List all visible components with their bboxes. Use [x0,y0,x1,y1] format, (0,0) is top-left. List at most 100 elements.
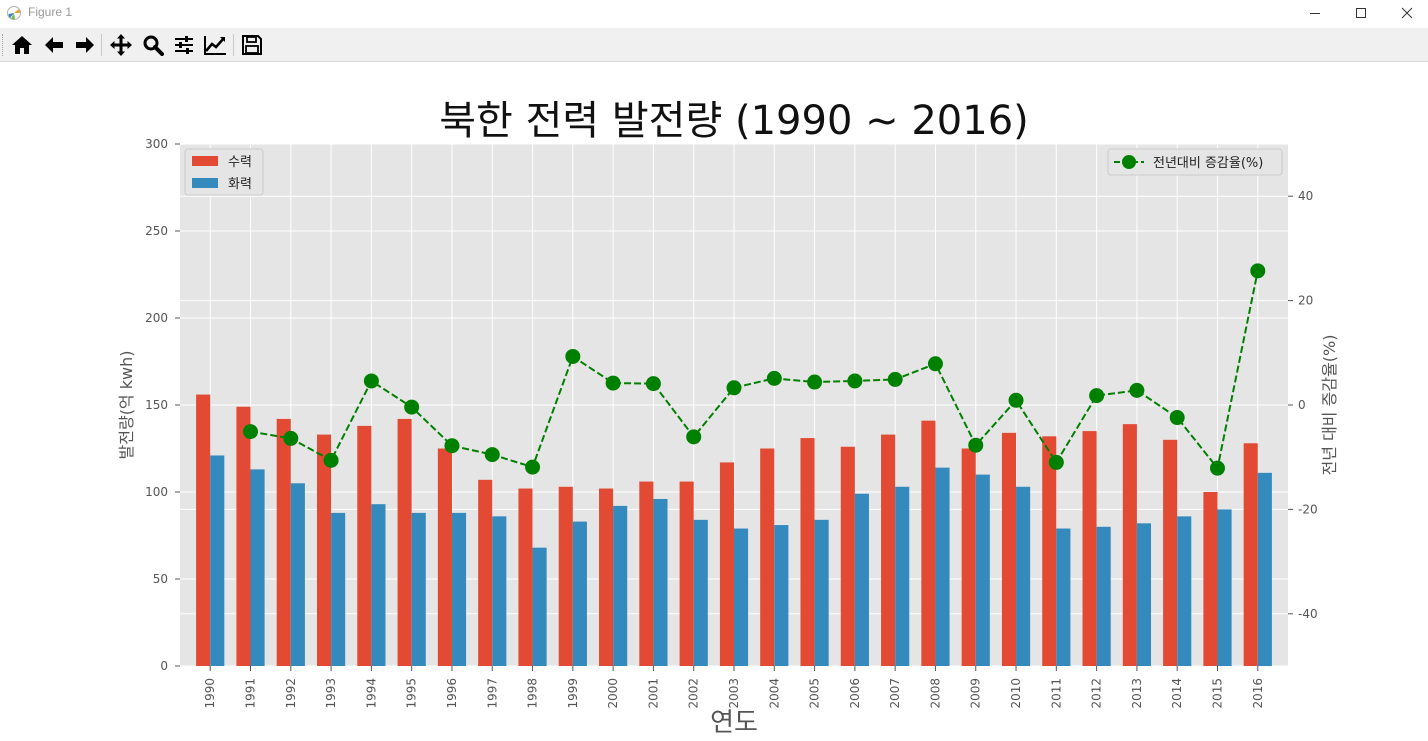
bar-hydro [196,394,211,666]
x-tick-label: 2001 [646,678,660,709]
edit-axis-button[interactable] [202,33,228,57]
toolbar-grip [2,34,6,56]
growth-marker [726,380,742,396]
y-tick-label: 50 [153,572,168,586]
home-button[interactable] [9,33,35,57]
x-tick-label: 2011 [1049,678,1063,709]
growth-marker [243,424,259,440]
edit-axis-icon [204,36,226,55]
y-tick-label: 250 [145,224,168,238]
x-tick-label: 2005 [808,678,822,709]
window-titlebar: Figure 1 [0,0,1428,26]
bar-thermal [290,483,305,666]
bar-hydro [961,448,976,666]
bars [196,394,1272,666]
window-title: Figure 1 [28,5,73,19]
x-tick-label: 2014 [1170,678,1184,709]
growth-marker [968,437,984,453]
x-tick-label: 2009 [969,678,983,709]
close-button[interactable] [1384,0,1428,26]
bar-thermal [1136,523,1152,666]
maximize-button[interactable] [1338,0,1384,26]
x-tick-label: 1991 [244,678,258,709]
bar-thermal [1177,516,1192,666]
bar-thermal [854,493,869,666]
growth-marker [484,447,500,463]
bar-hydro [558,486,573,666]
forward-button[interactable] [72,33,98,57]
y2-tick-label: -20 [1298,502,1318,516]
x-tick-label: 1995 [405,678,419,709]
bar-thermal [774,525,789,666]
bar-hydro [357,425,372,666]
growth-marker [1048,454,1064,470]
bar-thermal [1056,528,1071,666]
x-tick-label: 1990 [203,678,217,709]
bar-thermal [935,467,950,666]
x-tick-label: 2000 [606,678,620,709]
x-tick-label: 2016 [1251,678,1265,709]
x-tick-label: 2015 [1210,678,1224,709]
growth-marker [283,430,299,446]
legend-swatch-thermal [192,178,218,188]
save-button[interactable] [239,33,265,57]
legend-frame [1107,148,1283,176]
bar-thermal [492,516,507,666]
x-tick-label: 2008 [928,678,942,709]
bar-hydro [1243,443,1258,666]
minimize-button[interactable] [1292,0,1338,26]
bar-hydro [599,488,614,666]
save-icon [242,35,262,55]
back-button[interactable] [41,33,67,57]
bar-thermal [572,521,587,666]
y2-tick-label: -40 [1298,607,1318,621]
x-tick-label: 1998 [526,678,540,709]
bar-thermal [814,519,829,666]
growth-marker [605,375,621,391]
bar-hydro [639,481,654,666]
x-tick-label: 2010 [1009,678,1023,709]
y2-tick-label: 20 [1298,294,1313,308]
bar-thermal [371,504,386,666]
x-tick-label: 2002 [687,678,701,709]
x-tick-label: 2007 [888,678,902,709]
axes: 0 50 100 150 200 250 300 -40 -20 0 20 40 1990 1991 199… [145,137,1318,709]
pan-button[interactable] [108,33,134,57]
maximize-icon [1356,8,1366,18]
growth-marker [1169,410,1185,426]
figure-canvas[interactable]: 0 50 100 150 200 250 300 -40 -20 0 20 40 1990 1991 199… [0,62,1428,741]
bar-thermal [1096,526,1111,666]
x-tick-label: 2006 [848,678,862,709]
growth-marker [686,429,702,445]
growth-marker [444,438,460,454]
legend-marker-growth [1122,155,1136,169]
growth-marker [887,371,903,387]
x-tick-label: 1996 [445,678,459,709]
x-tick-label: 2012 [1090,678,1104,709]
x-tick-label: 1993 [324,678,338,709]
bar-hydro [236,406,251,666]
growth-marker [525,459,541,475]
y2-axis-label: 전년 대비 증감율(%) [1320,335,1339,476]
configure-subplots-button[interactable] [171,33,197,57]
x-tick-label: 2013 [1130,678,1144,709]
y-tick-label: 300 [145,137,168,151]
line-series [243,263,1266,476]
x-tick-label: 1999 [566,678,580,709]
bar-thermal [411,512,426,666]
bar-hydro [800,438,815,666]
y-tick-label: 150 [145,398,168,412]
bar-hydro [1163,439,1178,666]
zoom-button[interactable] [140,33,166,57]
bar-thermal [895,486,910,666]
bar-thermal [1016,486,1031,666]
y-tick-label: 200 [145,311,168,325]
growth-marker [323,452,339,468]
bar-hydro [437,448,452,666]
bar-thermal [975,474,990,666]
chart-title: 북한 전력 발전량 (1990 ~ 2016) [439,98,1029,144]
matplotlib-logo-icon [7,6,21,20]
bar-hydro [478,479,493,666]
growth-line [250,270,1259,471]
bar-hydro [921,420,936,666]
